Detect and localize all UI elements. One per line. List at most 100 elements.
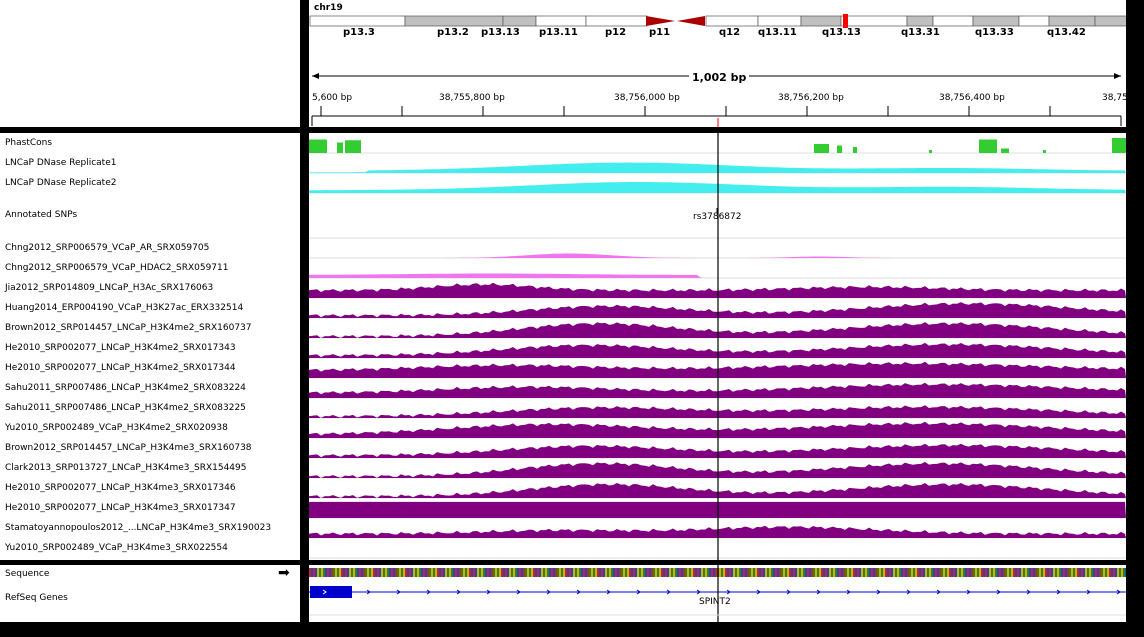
gene-label[interactable]: SPINT2	[699, 597, 731, 607]
sequence-base	[799, 568, 801, 577]
conservation-block	[817, 150, 820, 153]
sequence-base	[659, 568, 661, 577]
sequence-base	[831, 568, 833, 577]
strand-arrow-icon	[846, 589, 851, 595]
track-name[interactable]: Huang2014_ERP004190_VCaP_H3K27ac_ERX3325…	[5, 303, 244, 313]
track-name[interactable]: He2010_SRP002077_LNCaP_H3K4me2_SRX017344	[5, 363, 236, 373]
sequence-base	[621, 568, 623, 577]
sequence-base	[763, 568, 765, 577]
sequence-base	[699, 568, 701, 577]
track-data-canvas[interactable]: rs3786872	[309, 133, 1126, 560]
sequence-base	[777, 568, 779, 577]
sequence-base	[641, 568, 643, 577]
sequence-base	[1021, 568, 1023, 577]
sequence-base	[1093, 568, 1095, 577]
sequence-base	[783, 568, 785, 577]
track-name[interactable]: Chng2012_SRP006579_VCaP_HDAC2_SRX059711	[5, 263, 229, 273]
sequence-base	[689, 568, 691, 577]
sequence-base	[807, 568, 809, 577]
sequence-base	[801, 568, 803, 577]
sequence-base	[925, 568, 927, 577]
strand-arrow-icon[interactable]: ➡	[278, 565, 290, 581]
sequence-base	[1083, 568, 1085, 577]
feature-canvas[interactable]	[309, 565, 1126, 622]
track-name[interactable]: Brown2012_SRP014457_LNCaP_H3K4me2_SRX160…	[5, 323, 252, 333]
track-name[interactable]: PhastCons	[5, 138, 53, 148]
sequence-base	[681, 568, 683, 577]
sequence-base	[411, 568, 413, 577]
conservation-block	[1001, 148, 1009, 153]
track-name[interactable]: Chng2012_SRP006579_VCaP_AR_SRX059705	[5, 243, 210, 253]
track-data-panel[interactable]: rs3786872	[309, 133, 1126, 560]
sequence-base	[485, 568, 487, 577]
feature-data-panel[interactable]: SPINT2	[309, 565, 1126, 622]
track-name[interactable]: He2010_SRP002077_LNCaP_H3K4me3_SRX017347	[5, 503, 236, 513]
track-name[interactable]: Yu2010_SRP002489_VCaP_H3K4me3_SRX022554	[5, 543, 228, 553]
sequence-base	[743, 568, 745, 577]
track-name[interactable]: Annotated SNPs	[5, 210, 78, 220]
track-name[interactable]: Yu2010_SRP002489_VCaP_H3K4me2_SRX020938	[5, 423, 228, 433]
sequence-base	[939, 568, 941, 577]
sequence-base	[1073, 568, 1075, 577]
sequence-base	[971, 568, 973, 577]
strand-arrow-icon	[606, 589, 611, 595]
sequence-base	[507, 568, 509, 577]
chromosome-band	[535, 15, 587, 27]
track-name[interactable]: He2010_SRP002077_LNCaP_H3K4me3_SRX017346	[5, 483, 236, 493]
histone-signal	[309, 461, 1126, 478]
band-label: q13.13	[822, 27, 861, 38]
sequence-base	[655, 568, 657, 577]
sequence-base	[793, 568, 795, 577]
sequence-base	[917, 568, 919, 577]
sequence-base	[629, 568, 631, 577]
sequence-base	[489, 568, 491, 577]
sequence-base	[569, 568, 571, 577]
sequence-base	[977, 568, 979, 577]
sequence-base	[739, 568, 741, 577]
sequence-base	[1105, 568, 1107, 577]
sequence-base	[1047, 568, 1049, 577]
ruler-tick-label: 5,600 bp	[312, 93, 353, 103]
track-name[interactable]: Brown2012_SRP014457_LNCaP_H3K4me3_SRX160…	[5, 443, 252, 453]
sequence-base	[577, 568, 579, 577]
sequence-base	[791, 568, 793, 577]
sequence-base	[571, 568, 573, 577]
sequence-base	[525, 568, 527, 577]
sequence-base	[457, 568, 459, 577]
sequence-base	[639, 568, 641, 577]
histone-signal	[309, 302, 1126, 318]
sequence-base	[737, 568, 739, 577]
header-panel[interactable]: chr19 p13.3 p13.2 p13.13 p13.11 p12 p11 q12 q13…	[309, 0, 1128, 127]
track-name[interactable]: LNCaP DNase Replicate2	[5, 178, 117, 188]
histone-signal	[309, 483, 1126, 498]
track-name[interactable]: Clark2013_SRP013727_LNCaP_H3K4me3_SRX154…	[5, 463, 247, 473]
sequence-base	[613, 568, 615, 577]
sequence-base	[771, 568, 773, 577]
sequence-base	[421, 568, 423, 577]
track-name[interactable]: He2010_SRP002077_LNCaP_H3K4me2_SRX017343	[5, 343, 236, 353]
strand-arrow-icon	[366, 589, 371, 595]
sequence-base	[573, 568, 575, 577]
sequence-base	[691, 568, 693, 577]
conservation-block	[337, 142, 343, 153]
track-name[interactable]: Stamatoyannopoulos2012_...LNCaP_H3K4me3_…	[5, 523, 272, 533]
sequence-base	[721, 568, 723, 577]
sequence-base	[643, 568, 645, 577]
sequence-base	[443, 568, 445, 577]
track-name[interactable]: Jia2012_SRP014809_LNCaP_H3Ac_SRX176063	[5, 283, 214, 293]
sequence-base	[887, 568, 889, 577]
track-name[interactable]: Sahu2011_SRP007486_LNCaP_H3K4me2_SRX0832…	[5, 383, 246, 393]
chromosome-ideogram[interactable]	[309, 0, 1126, 127]
track-name[interactable]: Sahu2011_SRP007486_LNCaP_H3K4me2_SRX0832…	[5, 403, 246, 413]
sequence-base	[935, 568, 937, 577]
track-name[interactable]: LNCaP DNase Replicate1	[5, 158, 117, 168]
sequence-base	[463, 568, 465, 577]
strand-arrow-icon	[696, 589, 701, 595]
sequence-base	[631, 568, 633, 577]
sequence-base	[377, 568, 379, 577]
sequence-base	[995, 568, 997, 577]
sequence-base	[515, 568, 517, 577]
sequence-base	[593, 568, 595, 577]
sequence-base	[1087, 568, 1089, 577]
band-label: q12	[719, 27, 741, 38]
